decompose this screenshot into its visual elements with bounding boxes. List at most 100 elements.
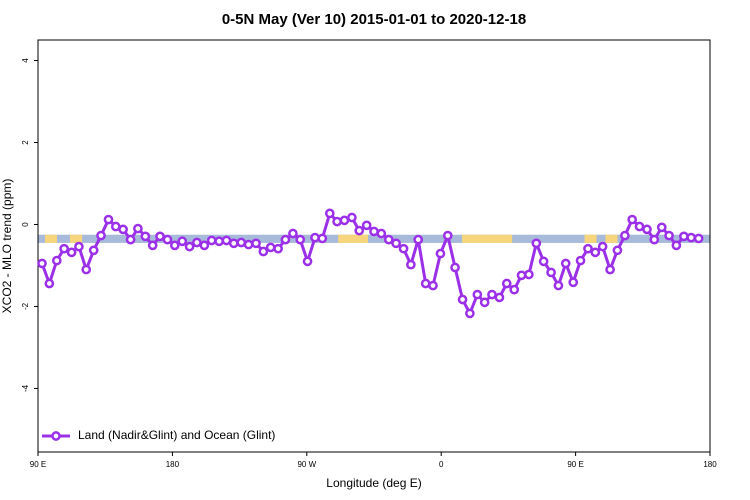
data-point: [546, 267, 556, 278]
data-point: [686, 232, 697, 243]
data-point: [398, 243, 409, 254]
legend-label: Land (Nadir&Glint) and Ocean (Glint): [78, 428, 275, 442]
data-point: [590, 247, 601, 258]
data-point: [206, 235, 217, 246]
data-point: [679, 231, 689, 242]
data-point: [642, 224, 652, 235]
data-point: [361, 220, 372, 231]
data-point: [435, 248, 446, 259]
data-point: [103, 214, 114, 225]
data-point: [228, 238, 239, 249]
data-point: [243, 239, 254, 250]
data-point: [693, 233, 704, 244]
x-tick-label: 90 E: [567, 460, 583, 469]
land-span: [338, 234, 369, 243]
land-span: [605, 234, 618, 243]
data-point: [118, 224, 128, 235]
data-point: [531, 238, 542, 249]
data-point: [376, 228, 387, 239]
data-point: [620, 230, 630, 241]
data-point: [147, 240, 158, 251]
y-tick-label: 4: [21, 58, 30, 63]
legend-marker: [51, 431, 61, 441]
data-point: [273, 243, 283, 254]
y-axis-label: XCO2 - MLO trend (ppm): [0, 179, 14, 314]
data-point: [251, 238, 261, 249]
data-point: [516, 270, 527, 281]
data-point: [509, 284, 520, 295]
data-point: [192, 237, 202, 248]
y-tick-label: -4: [21, 384, 30, 392]
data-point: [177, 236, 188, 247]
data-point: [140, 231, 151, 242]
x-tick-label: 90 E: [30, 460, 46, 469]
data-point: [465, 308, 475, 319]
data-point: [317, 233, 328, 244]
data-point: [74, 241, 84, 252]
data-point: [442, 230, 453, 241]
y-tick-label: -2: [21, 302, 30, 310]
data-point: [265, 242, 276, 253]
data-point: [575, 255, 586, 266]
data-point: [494, 292, 505, 303]
data-point: [347, 212, 357, 223]
data-point: [162, 234, 173, 245]
chart-title: 0-5N May (Ver 10) 2015-01-01 to 2020-12-…: [222, 11, 526, 28]
ocean-band: [38, 234, 710, 243]
data-point: [450, 262, 460, 273]
data-point: [332, 216, 342, 227]
data-point: [133, 223, 143, 234]
data-point: [310, 232, 320, 243]
land-span: [69, 234, 83, 243]
data-point: [59, 243, 69, 254]
data-point: [538, 256, 549, 267]
data-point: [169, 240, 180, 251]
land-span: [45, 234, 57, 243]
plot-frame: [37, 39, 711, 453]
data-point: [560, 258, 571, 269]
data-point: [479, 297, 490, 308]
data-point: [634, 221, 645, 232]
data-point: [671, 240, 682, 251]
data-point: [605, 264, 615, 275]
data-point: [44, 278, 55, 289]
data-point: [664, 230, 674, 241]
data-point: [66, 247, 77, 258]
x-tick-label: 180: [166, 460, 180, 469]
x-tick-label: 90 W: [297, 460, 316, 469]
data-point: [214, 236, 224, 247]
data-point: [597, 241, 608, 252]
data-point: [627, 214, 638, 225]
data-point: [81, 264, 92, 275]
data-point: [295, 234, 306, 245]
data-point: [524, 269, 534, 280]
data-point: [302, 256, 313, 267]
data-point: [501, 278, 512, 289]
data-point: [88, 245, 99, 256]
data-point: [184, 241, 195, 252]
data-point: [487, 289, 497, 300]
data-point: [324, 208, 335, 219]
data-point: [339, 215, 350, 226]
data-point: [649, 234, 660, 245]
data-point: [568, 277, 579, 288]
data-point: [553, 280, 564, 291]
x-tick-label: 0: [439, 460, 444, 469]
data-point: [96, 230, 106, 241]
land-span: [462, 234, 513, 243]
x-tick-label: 180: [703, 460, 717, 469]
data-point: [383, 234, 394, 245]
data-point: [288, 228, 298, 239]
data-point: [391, 238, 401, 249]
data-point: [612, 245, 623, 256]
data-point: [354, 225, 365, 236]
data-point: [413, 234, 424, 245]
data-point: [583, 243, 593, 254]
data-point: [457, 294, 468, 305]
data-point: [37, 258, 47, 269]
land-span: [584, 234, 597, 243]
data-point: [656, 222, 667, 233]
data-point: [258, 246, 269, 257]
x-axis-label: Longitude (deg E): [326, 476, 421, 490]
